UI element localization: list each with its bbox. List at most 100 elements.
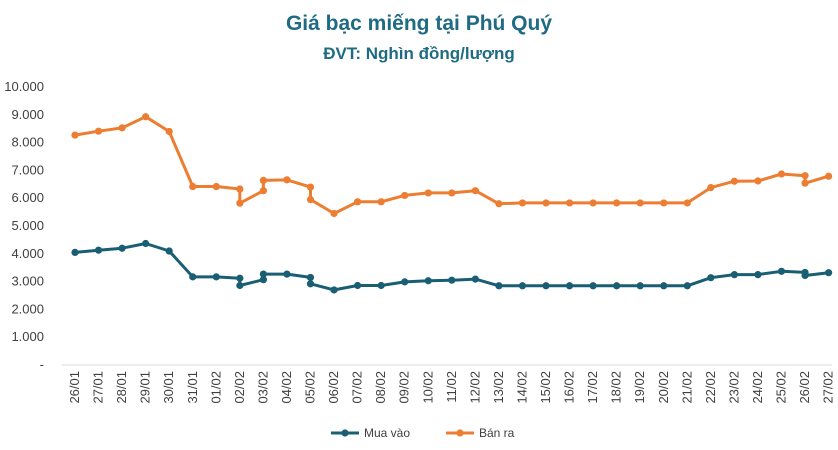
x-tick-label: 13/02 [491,371,506,404]
legend-swatch-marker [456,429,464,437]
data-point [683,282,691,290]
x-tick-label: 24/02 [750,371,765,404]
data-point [660,199,668,207]
x-tick-label: 11/02 [444,371,459,403]
x-tick-label: 31/01 [185,371,200,404]
data-point [825,172,833,180]
data-point [754,271,762,279]
legend-label: Bán ra [479,426,515,440]
data-point [613,199,621,207]
data-point [518,199,527,207]
data-point [283,270,291,278]
data-point [707,184,715,192]
data-point [142,239,150,248]
x-tick-label: 27/01 [91,371,106,404]
y-tick-label: 1.000 [11,329,44,344]
data-point [424,189,432,197]
x-tick-label: 28/01 [114,371,129,404]
data-point [71,131,79,139]
data-point [542,199,550,207]
x-tick-label: 07/02 [350,371,365,404]
x-tick-label: 12/02 [467,371,482,404]
data-point [259,270,267,278]
x-tick-label: 08/02 [373,371,388,404]
x-tick-label: 20/02 [656,371,671,404]
legend-swatch-marker [341,429,349,437]
x-tick-label: 29/01 [138,371,153,404]
data-point [118,244,126,252]
data-point [236,199,244,207]
x-tick-label: 19/02 [632,371,647,404]
data-point [565,199,574,207]
data-point [330,286,338,294]
data-point [306,280,315,288]
x-tick-label: 22/02 [703,371,718,404]
y-tick-label: 6.000 [11,190,44,205]
data-point [236,185,244,193]
x-tick-label: 03/02 [255,371,270,404]
y-tick-label: 4.000 [11,246,44,261]
data-point [636,199,644,207]
data-point [165,247,173,255]
x-tick-label: 14/02 [514,371,529,404]
data-point [707,274,715,282]
data-point [283,176,291,184]
data-point [471,187,479,195]
data-point [542,282,550,290]
y-tick-label: 7.000 [11,162,44,177]
series-layer [71,113,833,294]
y-tick-label: 5.000 [11,218,44,233]
data-point [777,170,786,178]
data-point [801,172,809,180]
y-tick-label: 2.000 [11,301,44,316]
data-point [354,281,362,290]
data-point [189,182,197,191]
chart-title: Giá bạc miếng tại Phú Quý [286,12,552,35]
data-point [259,276,267,284]
x-tick-label: 25/02 [774,371,789,404]
data-point [730,271,739,279]
y-axis: - 1.000 2.000 3.000 4.000 5.000 6.000 7.000 8.00… [4,79,44,372]
data-point [801,179,809,187]
data-point [565,282,574,290]
data-point [495,200,503,208]
x-tick-label: 26/02 [797,371,812,404]
data-point [401,278,409,286]
data-point [825,269,833,277]
x-tick-label: 17/02 [585,371,600,404]
data-point [330,209,338,218]
x-tick-label: 27/02 [821,371,836,404]
data-point [377,281,385,290]
data-point [71,248,79,257]
data-point [448,189,456,197]
data-point [589,199,597,207]
y-tick-label: 8.000 [11,135,44,150]
data-point [377,198,385,206]
data-point [236,281,244,290]
y-tick-label: 3.000 [11,274,44,289]
y-tick-label: - [40,357,44,372]
x-tick-label: 02/02 [232,371,247,404]
data-point [613,282,621,290]
data-point [401,191,409,200]
data-point [189,273,197,281]
series-line [74,115,830,215]
data-point [259,187,267,195]
x-tick-label: 01/02 [208,371,223,404]
x-axis: 26/01 27/01 28/01 29/01 30/01 31/01 01/02 02/02… [62,364,836,404]
x-tick-label: 26/01 [67,371,82,404]
data-point [518,282,527,290]
data-point [236,274,244,282]
x-tick-label: 15/02 [538,371,553,404]
data-point [354,198,362,206]
data-point [636,282,644,290]
data-point [589,282,597,290]
data-point [118,124,126,132]
x-tick-label: 09/02 [397,371,412,404]
data-point [801,271,809,280]
data-point [424,277,432,285]
data-point [142,113,150,121]
x-tick-label: 16/02 [562,371,577,404]
chart-subtitle: ĐVT: Nghìn đồng/lượng [323,44,515,63]
